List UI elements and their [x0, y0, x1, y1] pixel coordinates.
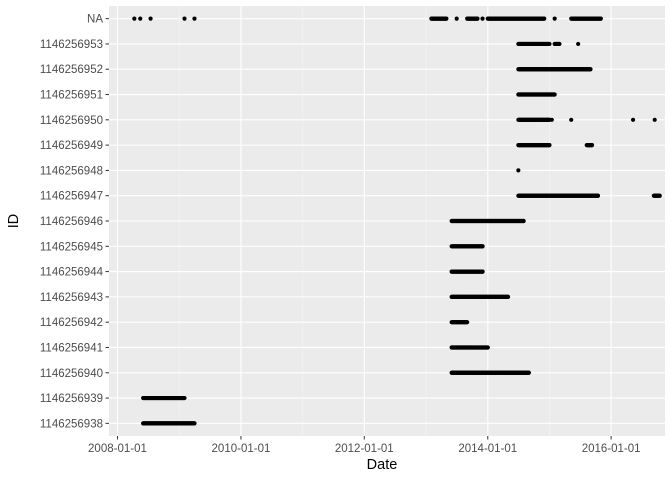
y-tick-label: 1146256949 [40, 140, 103, 152]
x-tick-label: 2012-01-01 [335, 443, 394, 455]
y-tick-label: 1146256940 [40, 368, 103, 380]
data-point-NA [148, 16, 153, 21]
data-point-NA [138, 16, 143, 21]
y-tick-label: 1146256950 [40, 115, 103, 127]
data-point-1146256953 [557, 41, 562, 47]
data-point-1146256950 [569, 117, 574, 122]
data-point-1146256949 [589, 143, 595, 148]
data-point-1146256949 [547, 143, 552, 148]
x-axis-title: Date [367, 457, 398, 473]
data-point-NA [454, 16, 459, 21]
data-point-1146256944 [480, 269, 485, 274]
data-point-1146256941 [485, 345, 490, 350]
data-point-1146256947 [595, 193, 601, 198]
y-tick-label: 1146256946 [40, 216, 103, 228]
x-tick-label: 2016-01-01 [582, 443, 641, 455]
data-points-layer [132, 16, 662, 426]
data-point-NA [192, 16, 197, 21]
data-point-1146256946 [521, 218, 526, 224]
x-tick-label: 2010-01-01 [212, 443, 271, 455]
data-point-NA [552, 16, 557, 21]
y-tick-label: 1146256941 [40, 342, 103, 354]
y-tick-label: 1146256944 [40, 267, 104, 279]
x-tick-label: 2014-01-01 [458, 443, 517, 455]
data-point-1146256940 [526, 370, 531, 375]
data-point-1146256950 [549, 117, 554, 122]
axis-layer: 2008-01-01 2010-01-01 2012-01-01 2014-01-01… [40, 14, 641, 455]
x-tick-label: 2008-01-01 [88, 443, 147, 455]
y-tick-label: NA [87, 14, 103, 26]
data-point-1146256952 [588, 67, 593, 72]
data-point-1146256939 [182, 395, 187, 401]
y-tick-label: 1146256939 [40, 393, 103, 405]
data-point-NA [542, 16, 547, 21]
data-point-1146256948 [516, 168, 521, 173]
data-point-1146256953 [576, 41, 581, 47]
data-point-NA [598, 16, 603, 21]
data-point-NA [480, 16, 485, 21]
data-point-NA [182, 16, 187, 21]
y-tick-label: 1146256952 [40, 64, 103, 76]
y-tick-label: 1146256943 [40, 292, 103, 304]
y-axis-title: ID [6, 214, 22, 229]
data-point-1146256953 [547, 41, 552, 47]
y-tick-label: 1146256947 [40, 191, 103, 203]
y-tick-label: 1146256953 [40, 39, 103, 51]
data-point-NA [467, 16, 472, 21]
y-tick-label: 1146256948 [40, 165, 103, 177]
data-point-1146256943 [505, 294, 511, 299]
data-point-NA [475, 16, 480, 21]
y-tick-label: 1146256938 [40, 418, 103, 430]
data-point-1146256945 [480, 244, 485, 249]
data-point-1146256951 [552, 92, 557, 97]
data-point-NA [444, 16, 449, 21]
y-tick-label: 1146256951 [40, 90, 103, 102]
y-tick-label: 1146256945 [40, 241, 103, 253]
y-tick-label: 1146256942 [40, 317, 103, 329]
data-point-1146256950 [630, 117, 636, 122]
data-point-1146256950 [652, 117, 657, 122]
data-point-1146256942 [465, 320, 470, 325]
data-point-1146256938 [192, 421, 197, 426]
data-point-NA [132, 16, 137, 21]
data-point-1146256947 [657, 193, 662, 198]
